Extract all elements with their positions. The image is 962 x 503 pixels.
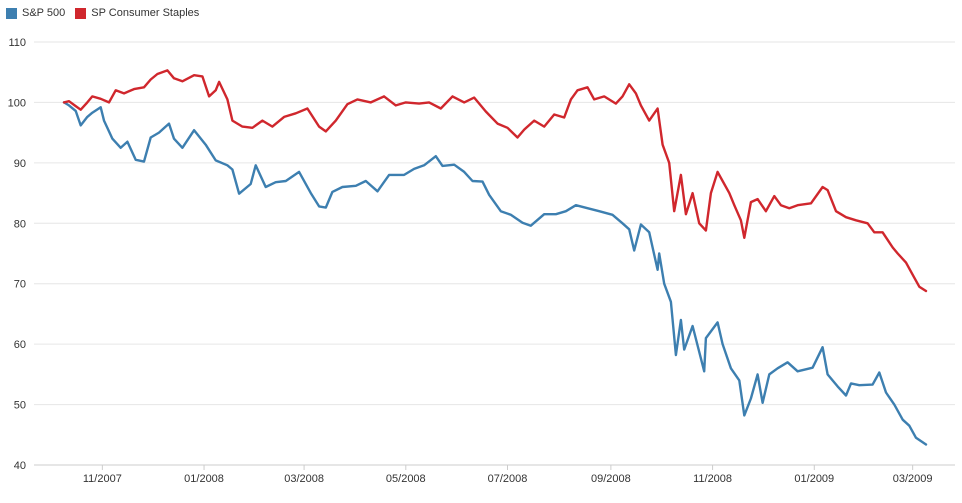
x-tick-label: 09/2008	[591, 473, 631, 485]
x-tick-label: 11/2007	[83, 473, 122, 485]
x-tick-label: 03/2009	[893, 473, 933, 485]
legend-label-sp500: S&P 500	[22, 7, 66, 19]
y-tick-label: 100	[8, 97, 26, 109]
x-tick-label: 11/2008	[693, 473, 732, 485]
x-tick-label: 07/2008	[488, 473, 528, 485]
legend: S&P 500 SP Consumer Staples	[6, 7, 199, 19]
x-tick-label: 05/2008	[386, 473, 426, 485]
legend-label-consumer-staples: SP Consumer Staples	[91, 7, 200, 19]
y-tick-label: 50	[14, 400, 26, 412]
legend-swatch-consumer-staples	[75, 7, 87, 19]
y-tick-label: 90	[14, 158, 26, 170]
legend-item-consumer-staples[interactable]: SP Consumer Staples	[75, 7, 199, 19]
x-tick-label: 01/2008	[184, 473, 224, 485]
y-tick-label: 60	[14, 339, 26, 351]
legend-swatch-sp500	[6, 7, 17, 19]
y-axis: 40 50 60 70 80 90 100 110	[8, 37, 26, 472]
x-tick-label: 03/2008	[284, 473, 324, 485]
gridlines	[34, 41, 955, 466]
y-tick-label: 70	[14, 279, 26, 291]
series-line-consumer-staples	[62, 69, 928, 293]
y-tick-label: 40	[14, 460, 26, 472]
y-tick-label: 80	[14, 218, 26, 230]
series-lines	[62, 69, 928, 446]
legend-item-sp500[interactable]: S&P 500	[6, 7, 65, 19]
y-tick-label: 110	[8, 37, 26, 49]
x-axis: 11/2007 01/2008 03/2008 05/2008 07/2008 09/20…	[83, 465, 933, 485]
x-tick-label: 01/2009	[794, 473, 834, 485]
series-line-sp500	[62, 101, 928, 446]
